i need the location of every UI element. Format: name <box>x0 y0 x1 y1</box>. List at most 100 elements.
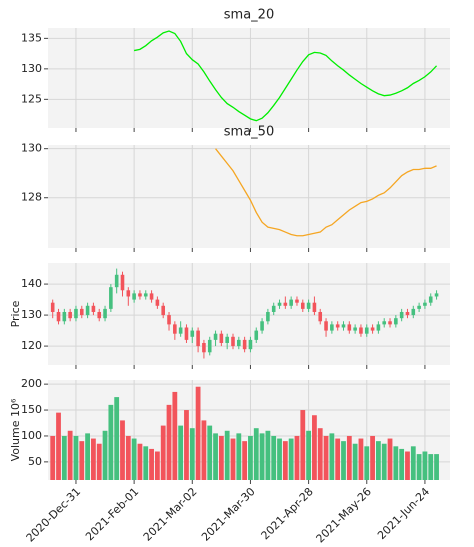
bar <box>405 451 410 480</box>
panel-title: sma_50 <box>224 125 274 140</box>
candle-body <box>178 327 183 334</box>
bar <box>184 410 189 480</box>
bar <box>248 435 253 480</box>
candle-body <box>91 305 96 312</box>
y-axis-label: Price <box>9 300 22 327</box>
x-tick-label: 2021-Mar-02 <box>141 485 200 544</box>
candle-body <box>237 339 241 347</box>
bar <box>218 435 224 480</box>
bar <box>370 435 375 480</box>
candle-body <box>306 302 311 309</box>
bar <box>125 435 131 480</box>
bar <box>73 435 79 480</box>
bar <box>282 441 288 480</box>
x-tick-label: 2021-Apr-28 <box>259 485 316 542</box>
candle-body <box>103 308 107 319</box>
y-tick-label: 50 <box>28 455 42 468</box>
candle-body <box>202 342 206 353</box>
candle-body <box>167 315 171 325</box>
bar <box>96 443 102 480</box>
candle-body <box>120 274 125 291</box>
candle-body <box>324 321 328 331</box>
candle-body <box>207 339 212 353</box>
candle-body <box>388 321 392 325</box>
candle-body <box>196 330 200 347</box>
candle-body <box>271 305 276 312</box>
bar <box>346 435 352 480</box>
bar <box>428 454 434 480</box>
bar <box>178 425 184 480</box>
y-tick-label: 140 <box>21 277 42 290</box>
candle-body <box>434 293 439 297</box>
bar <box>422 451 428 480</box>
y-tick-label: 125 <box>21 92 42 105</box>
y-tick-label: 130 <box>21 62 42 75</box>
y-tick-label: 200 <box>21 377 42 390</box>
bar <box>91 438 96 480</box>
y-tick-label: 100 <box>21 429 42 442</box>
candle-body <box>347 324 352 331</box>
bar <box>393 446 399 480</box>
candle-body <box>423 302 427 306</box>
candle-body <box>97 311 102 319</box>
bar <box>201 420 207 480</box>
bar <box>312 415 317 480</box>
bar <box>114 397 120 480</box>
candle-body <box>161 305 166 316</box>
candle-body <box>399 311 404 319</box>
bar <box>399 448 405 480</box>
candle-body <box>74 308 78 319</box>
bar <box>189 428 195 480</box>
bar <box>259 433 265 480</box>
candle-body <box>138 293 142 297</box>
candle-body <box>190 330 195 337</box>
bar <box>387 438 393 480</box>
bar <box>341 441 346 480</box>
bar <box>230 438 236 480</box>
bar <box>154 451 160 480</box>
bar <box>160 425 166 480</box>
candle-body <box>289 299 293 306</box>
x-tick-label: 2021-Mar-30 <box>199 485 258 544</box>
candle-body <box>173 324 177 334</box>
candle-body <box>318 311 323 322</box>
bar <box>288 438 294 480</box>
candle-body <box>300 302 305 309</box>
bar <box>213 433 218 480</box>
bar <box>306 430 312 480</box>
bar <box>416 454 422 480</box>
candle-body <box>85 305 90 316</box>
candle-body <box>364 327 369 334</box>
candle-body <box>254 330 259 340</box>
x-tick-label: 2021-Feb-01 <box>83 485 141 543</box>
bar <box>50 435 56 480</box>
candle-body <box>277 302 282 306</box>
bar <box>79 441 85 480</box>
candle-body <box>411 308 416 316</box>
y-tick-label: 130 <box>21 308 42 321</box>
panel-title: sma_20 <box>224 8 274 23</box>
candle-body <box>370 327 375 331</box>
candle-body <box>248 339 253 350</box>
candle-body <box>56 311 61 322</box>
candle-body <box>126 290 131 297</box>
bar <box>56 412 61 480</box>
bar <box>335 438 341 480</box>
candle-body <box>68 311 72 319</box>
candle-body <box>155 299 160 306</box>
candle-body <box>219 333 224 343</box>
line <box>133 30 438 122</box>
candle-body <box>295 299 299 303</box>
bar <box>317 428 323 480</box>
candle-body <box>260 321 264 331</box>
candle-body <box>394 318 398 325</box>
bar <box>137 443 143 480</box>
bar <box>364 446 370 480</box>
bar <box>352 443 358 480</box>
candle-body <box>382 321 387 325</box>
bar <box>434 454 439 480</box>
plot-area <box>48 28 450 128</box>
candle-body <box>266 311 270 322</box>
candle-body <box>353 327 357 331</box>
bar <box>61 435 67 480</box>
